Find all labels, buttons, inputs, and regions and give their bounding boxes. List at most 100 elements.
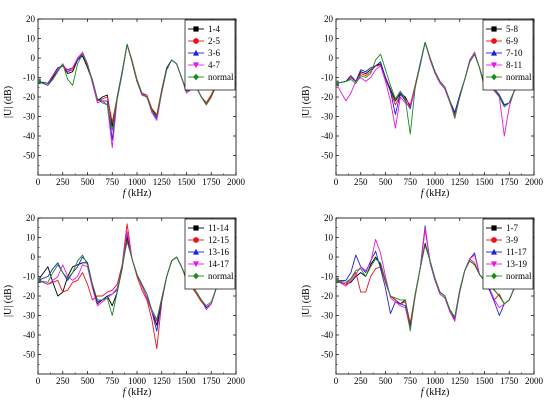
x-tick-label: 1250 — [153, 376, 172, 386]
legend: 5-8 6-9 7-10 8-11 normal — [482, 19, 534, 91]
x-tick-label: 2000 — [227, 177, 246, 187]
y-tick-label: 20 — [324, 14, 334, 24]
x-tick-label: 1500 — [476, 177, 495, 187]
legend: 1-4 2-5 3-6 4-7 normal — [184, 19, 236, 91]
legend-label: 2-5 — [208, 36, 220, 46]
legend-marker — [491, 38, 497, 44]
y-tick-label: -40 — [321, 131, 333, 141]
y-tick-label: -40 — [321, 330, 333, 340]
y-axis-title: |U| (dB) — [3, 285, 14, 317]
legend-marker — [491, 225, 497, 231]
x-tick-label: 500 — [379, 376, 393, 386]
legend-marker — [491, 62, 497, 69]
legend-marker — [491, 272, 497, 280]
y-axis-title: |U| (dB) — [301, 86, 312, 118]
data-point — [38, 277, 41, 284]
x-tick-label: 1500 — [476, 376, 495, 386]
legend: 1-7 3-9 11-17 13-19 normal — [482, 218, 534, 290]
y-tick-label: -30 — [23, 112, 35, 122]
y-tick-label: -30 — [23, 311, 35, 321]
legend-marker — [193, 237, 199, 243]
y-tick-label: 0 — [31, 252, 36, 262]
series-normal — [38, 240, 236, 320]
legend-label: normal — [506, 72, 532, 82]
x-tick-label: 1500 — [178, 376, 197, 386]
x-tick-label: 1250 — [153, 177, 172, 187]
y-tick-label: -10 — [23, 73, 35, 83]
y-tick-label: 20 — [26, 14, 36, 24]
y-tick-label: -10 — [23, 272, 35, 282]
y-tick-label: -40 — [23, 131, 35, 141]
y-tick-label: -50 — [321, 350, 333, 360]
y-tick-label: -40 — [23, 330, 35, 340]
x-tick-label: 1000 — [426, 376, 445, 386]
legend-label: normal — [506, 271, 532, 281]
legend-label: 5-8 — [506, 24, 518, 34]
x-tick-label: 250 — [354, 376, 368, 386]
x-tick-label: 0 — [334, 376, 339, 386]
legend-marker — [193, 38, 199, 44]
x-axis-title: f (kHz) — [421, 188, 450, 199]
series-line — [336, 244, 534, 332]
series-line — [38, 43, 236, 131]
legend-label: 7-10 — [506, 48, 523, 58]
y-tick-label: -20 — [23, 291, 35, 301]
legend-marker — [491, 261, 497, 268]
chart-panel-4: 0 250 500 750 1000 1250 1500 1750 2000 20 10 0 -10 -2… — [301, 213, 544, 398]
x-axis-title: f (kHz) — [421, 387, 450, 398]
y-axis-title: |U| (dB) — [3, 86, 14, 118]
x-tick-label: 1750 — [500, 177, 519, 187]
x-tick-label: 750 — [404, 376, 418, 386]
y-tick-label: -50 — [23, 350, 35, 360]
legend-label: 1-4 — [208, 24, 220, 34]
legend-marker — [193, 73, 199, 81]
y-axis-title: |U| (dB) — [301, 285, 312, 317]
x-axis-title: f (kHz) — [123, 387, 152, 398]
y-tick-label: -50 — [23, 151, 35, 161]
legend-marker — [193, 261, 199, 268]
y-tick-label: 10 — [324, 233, 334, 243]
x-tick-label: 2000 — [525, 177, 544, 187]
x-tick-label: 1750 — [202, 376, 221, 386]
legend-label: 14-17 — [208, 259, 229, 269]
x-tick-label: 1250 — [451, 177, 470, 187]
x-tick-label: 0 — [334, 177, 339, 187]
series-line — [336, 41, 534, 135]
y-tick-label: -20 — [321, 92, 333, 102]
legend-label: 11-17 — [506, 247, 527, 257]
x-tick-label: 500 — [379, 177, 393, 187]
data-point — [336, 277, 339, 284]
y-tick-label: -10 — [321, 73, 333, 83]
legend-marker — [193, 49, 199, 56]
x-tick-label: 1750 — [500, 376, 519, 386]
y-tick-label: -50 — [321, 151, 333, 161]
legend-marker — [491, 73, 497, 81]
y-tick-label: 0 — [31, 53, 36, 63]
x-tick-label: 1000 — [128, 177, 147, 187]
y-tick-label: -30 — [321, 311, 333, 321]
legend-label: normal — [208, 72, 234, 82]
series-line — [336, 41, 534, 137]
x-tick-label: 750 — [106, 376, 120, 386]
y-tick-label: 0 — [329, 53, 334, 63]
x-tick-label: 1000 — [426, 177, 445, 187]
x-tick-label: 2000 — [227, 376, 246, 386]
y-tick-label: -10 — [321, 272, 333, 282]
x-tick-label: 500 — [81, 177, 95, 187]
legend-label: 4-7 — [208, 60, 220, 70]
y-tick-label: -30 — [321, 112, 333, 122]
legend-marker — [491, 49, 497, 56]
legend-marker — [491, 248, 497, 255]
legend-marker — [491, 26, 497, 32]
legend: 11-14 12-15 13-16 14-17 normal — [184, 218, 236, 290]
series-normal — [336, 244, 534, 332]
legend-label: 11-14 — [208, 223, 229, 233]
legend-marker — [193, 26, 199, 32]
legend-label: 6-9 — [506, 36, 518, 46]
x-tick-label: 1750 — [202, 177, 221, 187]
legend-marker — [193, 225, 199, 231]
chart-panel-1: 0 250 500 750 1000 1250 1500 1750 2000 20 10 0 -10 -2… — [3, 14, 246, 199]
x-tick-label: 1250 — [451, 376, 470, 386]
series-line — [38, 240, 236, 320]
legend-label: 13-19 — [506, 259, 527, 269]
